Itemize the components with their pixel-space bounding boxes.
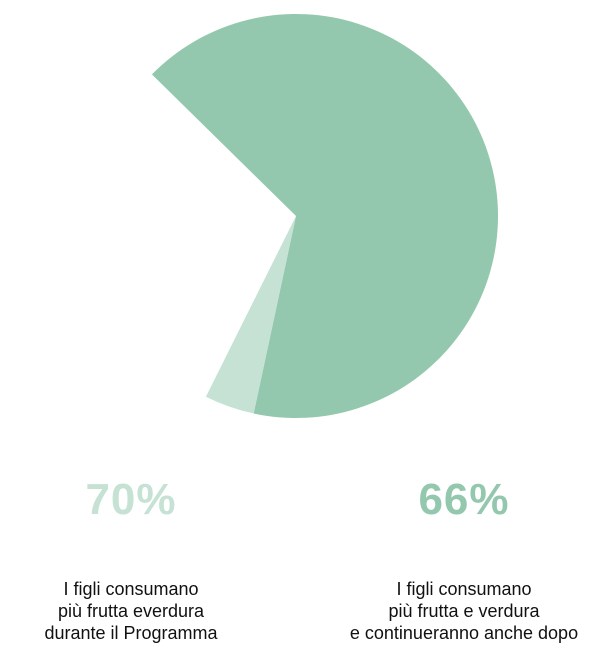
stat-description-70: I figli consumano più frutta everdura du… xyxy=(1,578,261,644)
pie-chart xyxy=(151,13,499,418)
stat-block-70: 70% I figli consumano più frutta everdur… xyxy=(1,470,261,644)
stat-block-66: 66% I figli consumano più frutta e verdu… xyxy=(334,470,594,644)
stat-value-66: 66% xyxy=(418,475,510,524)
stat-value-70: 70% xyxy=(85,475,177,524)
stat-description-line: più frutta e verdura xyxy=(388,601,540,621)
stat-description-line: durante il Programma xyxy=(44,623,218,643)
stat-description-line: I figli consumano xyxy=(396,579,532,599)
pie-slice-66 xyxy=(151,13,499,418)
pie-slices xyxy=(151,13,499,418)
pie-slice-4 xyxy=(205,216,296,414)
stat-description-line: e continueranno anche dopo xyxy=(349,623,579,643)
stat-description-line: I figli consumano xyxy=(63,579,199,599)
stat-description-66: I figli consumano più frutta e verdura e… xyxy=(334,578,594,644)
stat-description-line: più frutta everdura xyxy=(57,601,205,621)
